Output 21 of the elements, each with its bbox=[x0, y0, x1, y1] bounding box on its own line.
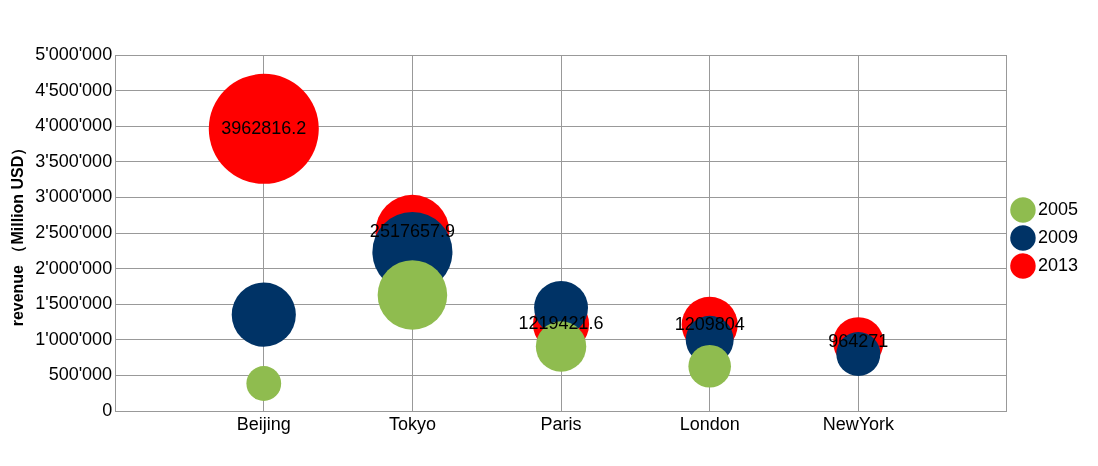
y-tick-label: 500'000 bbox=[48, 364, 113, 385]
legend-label: 2009 bbox=[1037, 226, 1078, 247]
x-tick-label: NewYork bbox=[822, 413, 895, 434]
y-tick-label: 2'500'000 bbox=[35, 221, 113, 242]
y-tick-label: 5'000'000 bbox=[35, 43, 113, 64]
y-tick-label: 3'000'000 bbox=[35, 186, 113, 207]
y-tick-label: 4'000'000 bbox=[35, 115, 113, 136]
y-tick-label: 1'000'000 bbox=[35, 328, 113, 349]
y-axis-title: revenue （Million USD） bbox=[9, 139, 28, 327]
legend-label: 2013 bbox=[1037, 254, 1078, 275]
x-tick-label: Tokyo bbox=[388, 413, 436, 434]
y-tick-label: 3'500'000 bbox=[35, 150, 113, 171]
y-tick-label: 4'500'000 bbox=[35, 79, 113, 100]
x-tick-label: Paris bbox=[540, 413, 582, 434]
x-tick-label: Beijing bbox=[236, 413, 291, 434]
data-label: 3962816.2 bbox=[221, 117, 307, 138]
x-tick-label: London bbox=[679, 413, 740, 434]
y-tick-label: 1'500'000 bbox=[35, 293, 113, 314]
legend-label: 2005 bbox=[1037, 198, 1078, 219]
y-tick-label: 0 bbox=[102, 399, 113, 420]
y-tick-label: 2'000'000 bbox=[35, 257, 113, 278]
